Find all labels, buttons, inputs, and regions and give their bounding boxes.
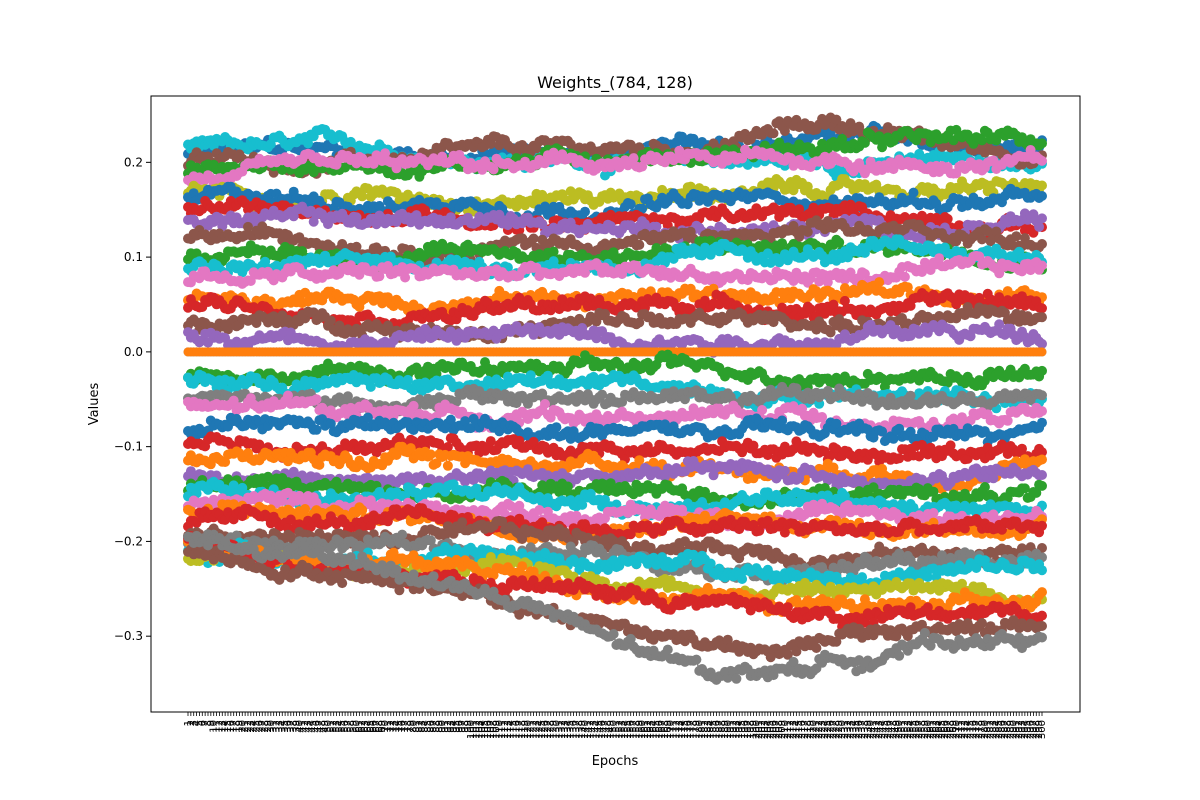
data-point [779,126,790,136]
plot-area [183,112,1047,685]
data-point [325,315,336,326]
data-point [1011,231,1022,242]
data-point [1037,303,1047,314]
data-point [768,128,779,139]
data-point [625,199,636,210]
data-point [1037,138,1047,149]
data-point [1034,221,1045,232]
data-point [977,234,987,245]
data-point [1037,260,1047,271]
data-point [243,221,253,232]
data-point [874,277,885,288]
data-point [1037,191,1047,201]
data-point [345,136,356,147]
data-point [937,141,947,152]
data-point [1037,155,1047,166]
data-point [1037,239,1047,249]
data-point [340,162,351,173]
data-point [831,114,842,125]
data-point [634,239,645,250]
data-point [802,227,813,237]
data-point [908,187,919,198]
data-point [1037,213,1047,224]
data-point [859,137,870,148]
series-layer [183,112,1047,685]
data-point [485,139,496,149]
data-point [528,233,539,244]
data-point [899,271,910,282]
data-point [1037,312,1047,323]
data-point [580,206,590,217]
data-point [303,138,313,149]
data-point [1037,180,1047,191]
